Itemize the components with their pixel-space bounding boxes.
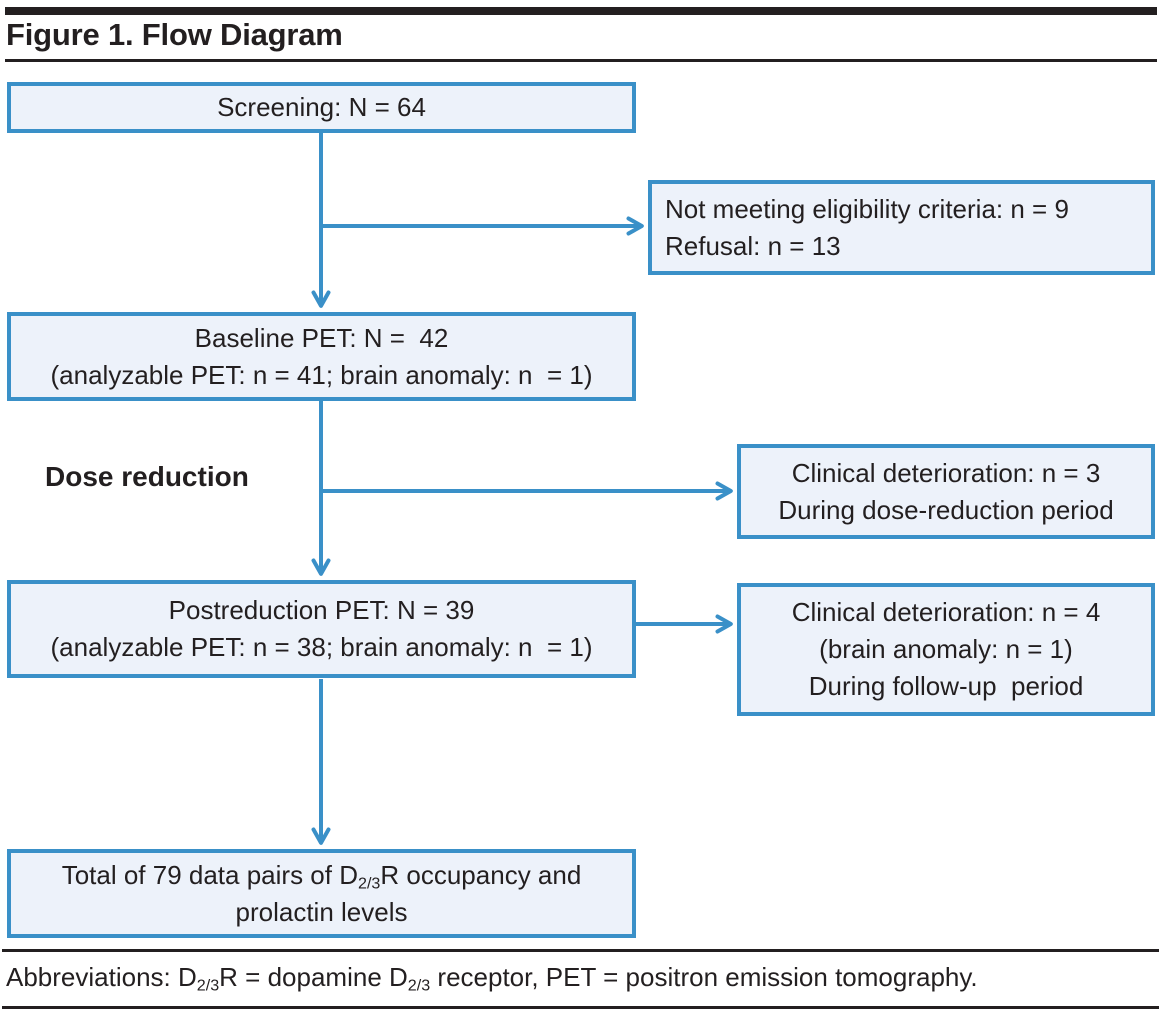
box-postreduction-pet: Postreduction PET: N = 39 (analyzable PE…	[7, 580, 636, 678]
box-screening: Screening: N = 64	[7, 82, 636, 133]
box-clinical-dose-line2: During dose-reduction period	[778, 494, 1114, 525]
box-not-meeting-line2: Refusal: n = 13	[665, 230, 841, 261]
box-screening-line1: Screening: N = 64	[217, 92, 426, 122]
box-clinical-followup-line2: (brain anomaly: n = 1)	[819, 634, 1073, 664]
subscript-2-3: 2/3	[196, 976, 220, 995]
subscript-2-3: 2/3	[357, 874, 381, 892]
box-clinical-followup-line1: Clinical deterioration: n = 4	[791, 597, 1101, 627]
box-not-meeting-eligibility: Not meeting eligibility criteria: n = 9 …	[648, 180, 1155, 275]
box-clinical-deterioration-dose: Clinical deterioration: n = 3 During dos…	[737, 444, 1155, 539]
box-clinical-followup-line3: During follow-up period	[808, 671, 1084, 701]
text-part: Abbreviations: D	[6, 962, 197, 992]
box-total-line1: Total of 79 data pairs of D2/3R occupanc…	[11, 857, 632, 894]
box-baseline-line1: Baseline PET: N = 42	[194, 322, 449, 353]
dose-reduction-label: Dose reduction	[45, 461, 249, 492]
figure-title: Figure 1. Flow Diagram	[6, 17, 343, 52]
box-baseline-pet: Baseline PET: N = 42 (analyzable PET: n …	[7, 312, 636, 401]
box-postreduction-line2: (analyzable PET: n = 38; brain anomaly: …	[50, 632, 593, 662]
top-rule-thick	[5, 7, 1157, 15]
box-total-line2: prolactin levels	[235, 896, 408, 927]
footer-rule-bottom	[2, 1006, 1159, 1009]
box-baseline-line2: (analyzable PET: n = 41; brain anomaly: …	[50, 359, 593, 390]
text-part: receptor, PET = positron emission tomogr…	[430, 962, 978, 992]
box-postreduction-line1: Postreduction PET: N = 39	[168, 595, 475, 625]
box-clinical-dose-line1: Clinical deterioration: n = 3	[791, 457, 1101, 488]
text-part: R = dopamine D	[219, 962, 408, 992]
title-rule-thin	[5, 59, 1157, 62]
text-part: Total of 79 data pairs of D	[61, 859, 358, 890]
footer-rule-top	[2, 949, 1159, 952]
subscript-2-3: 2/3	[407, 976, 431, 995]
box-clinical-deterioration-followup: Clinical deterioration: n = 4 (brain ano…	[737, 583, 1155, 716]
box-total-data-pairs: Total of 79 data pairs of D2/3R occupanc…	[7, 849, 636, 938]
box-not-meeting-line1: Not meeting eligibility criteria: n = 9	[665, 193, 1069, 224]
abbreviations-note: Abbreviations: D2/3R = dopamine D2/3 rec…	[6, 962, 978, 995]
text-part: R occupancy and	[380, 859, 582, 890]
